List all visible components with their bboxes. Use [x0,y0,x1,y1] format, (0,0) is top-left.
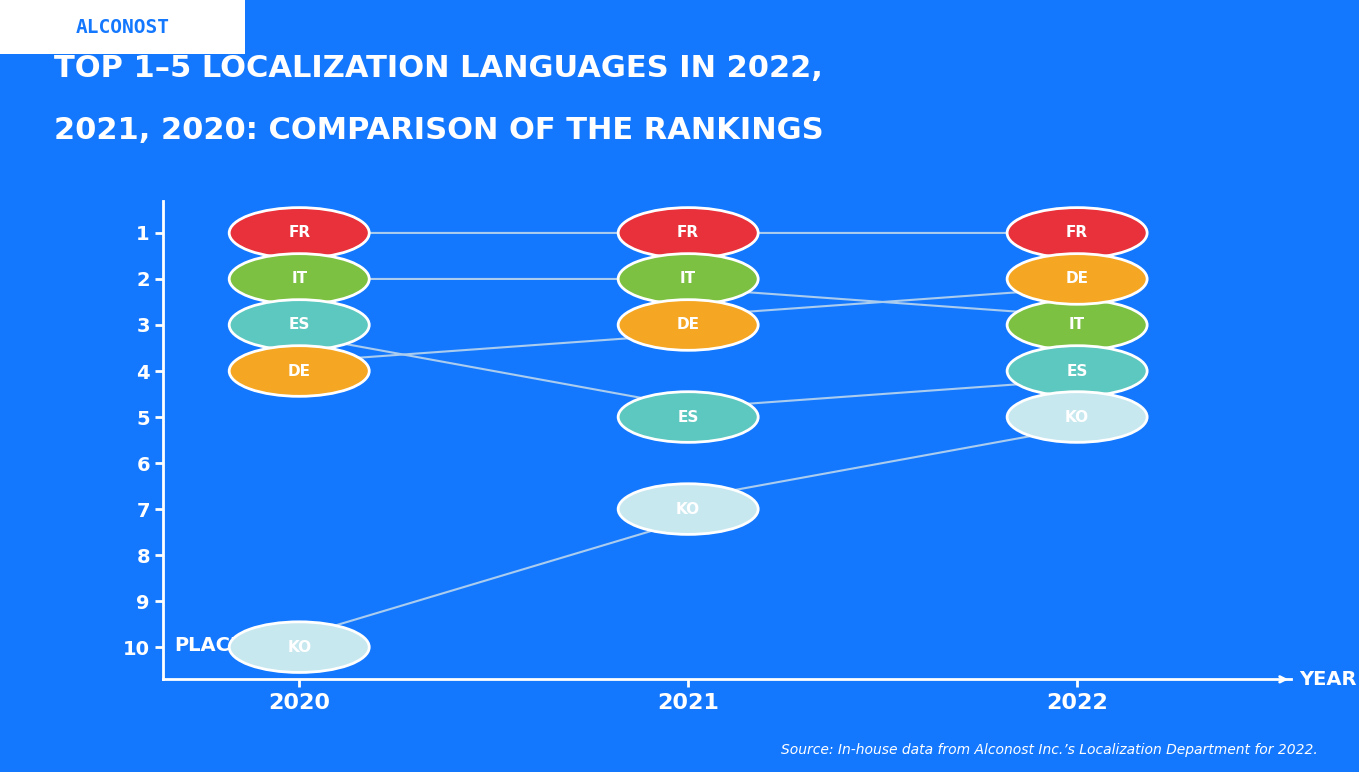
Ellipse shape [618,300,758,350]
Text: IT: IT [291,272,307,286]
Ellipse shape [618,208,758,259]
Text: ES: ES [1067,364,1087,378]
Ellipse shape [1007,208,1147,259]
Text: DE: DE [677,317,700,333]
Text: PLACE: PLACE [175,636,245,655]
Text: DE: DE [1065,272,1089,286]
Text: FR: FR [1065,225,1089,240]
Ellipse shape [230,254,370,304]
Ellipse shape [618,254,758,304]
Text: KO: KO [287,640,311,655]
Ellipse shape [230,621,370,672]
Text: DE: DE [288,364,311,378]
Text: YEAR: YEAR [1299,670,1356,689]
Ellipse shape [1007,346,1147,396]
Ellipse shape [618,391,758,442]
Text: ES: ES [678,409,699,425]
Text: KO: KO [677,502,700,516]
Text: TOP 1–5 LOCALIZATION LANGUAGES IN 2022,: TOP 1–5 LOCALIZATION LANGUAGES IN 2022, [54,54,824,83]
Text: ALCONOST: ALCONOST [75,18,170,36]
Text: FR: FR [677,225,700,240]
Ellipse shape [230,300,370,350]
Ellipse shape [230,346,370,396]
Ellipse shape [1007,391,1147,442]
Text: ES: ES [288,317,310,333]
Text: 2021, 2020: COMPARISON OF THE RANKINGS: 2021, 2020: COMPARISON OF THE RANKINGS [54,116,824,145]
Text: IT: IT [680,272,696,286]
Ellipse shape [1007,300,1147,350]
Text: KO: KO [1065,409,1089,425]
Ellipse shape [230,208,370,259]
Text: Source: In-house data from Alconost Inc.’s Localization Department for 2022.: Source: In-house data from Alconost Inc.… [781,743,1318,757]
Text: IT: IT [1070,317,1086,333]
Ellipse shape [618,484,758,534]
Ellipse shape [1007,254,1147,304]
Text: FR: FR [288,225,310,240]
